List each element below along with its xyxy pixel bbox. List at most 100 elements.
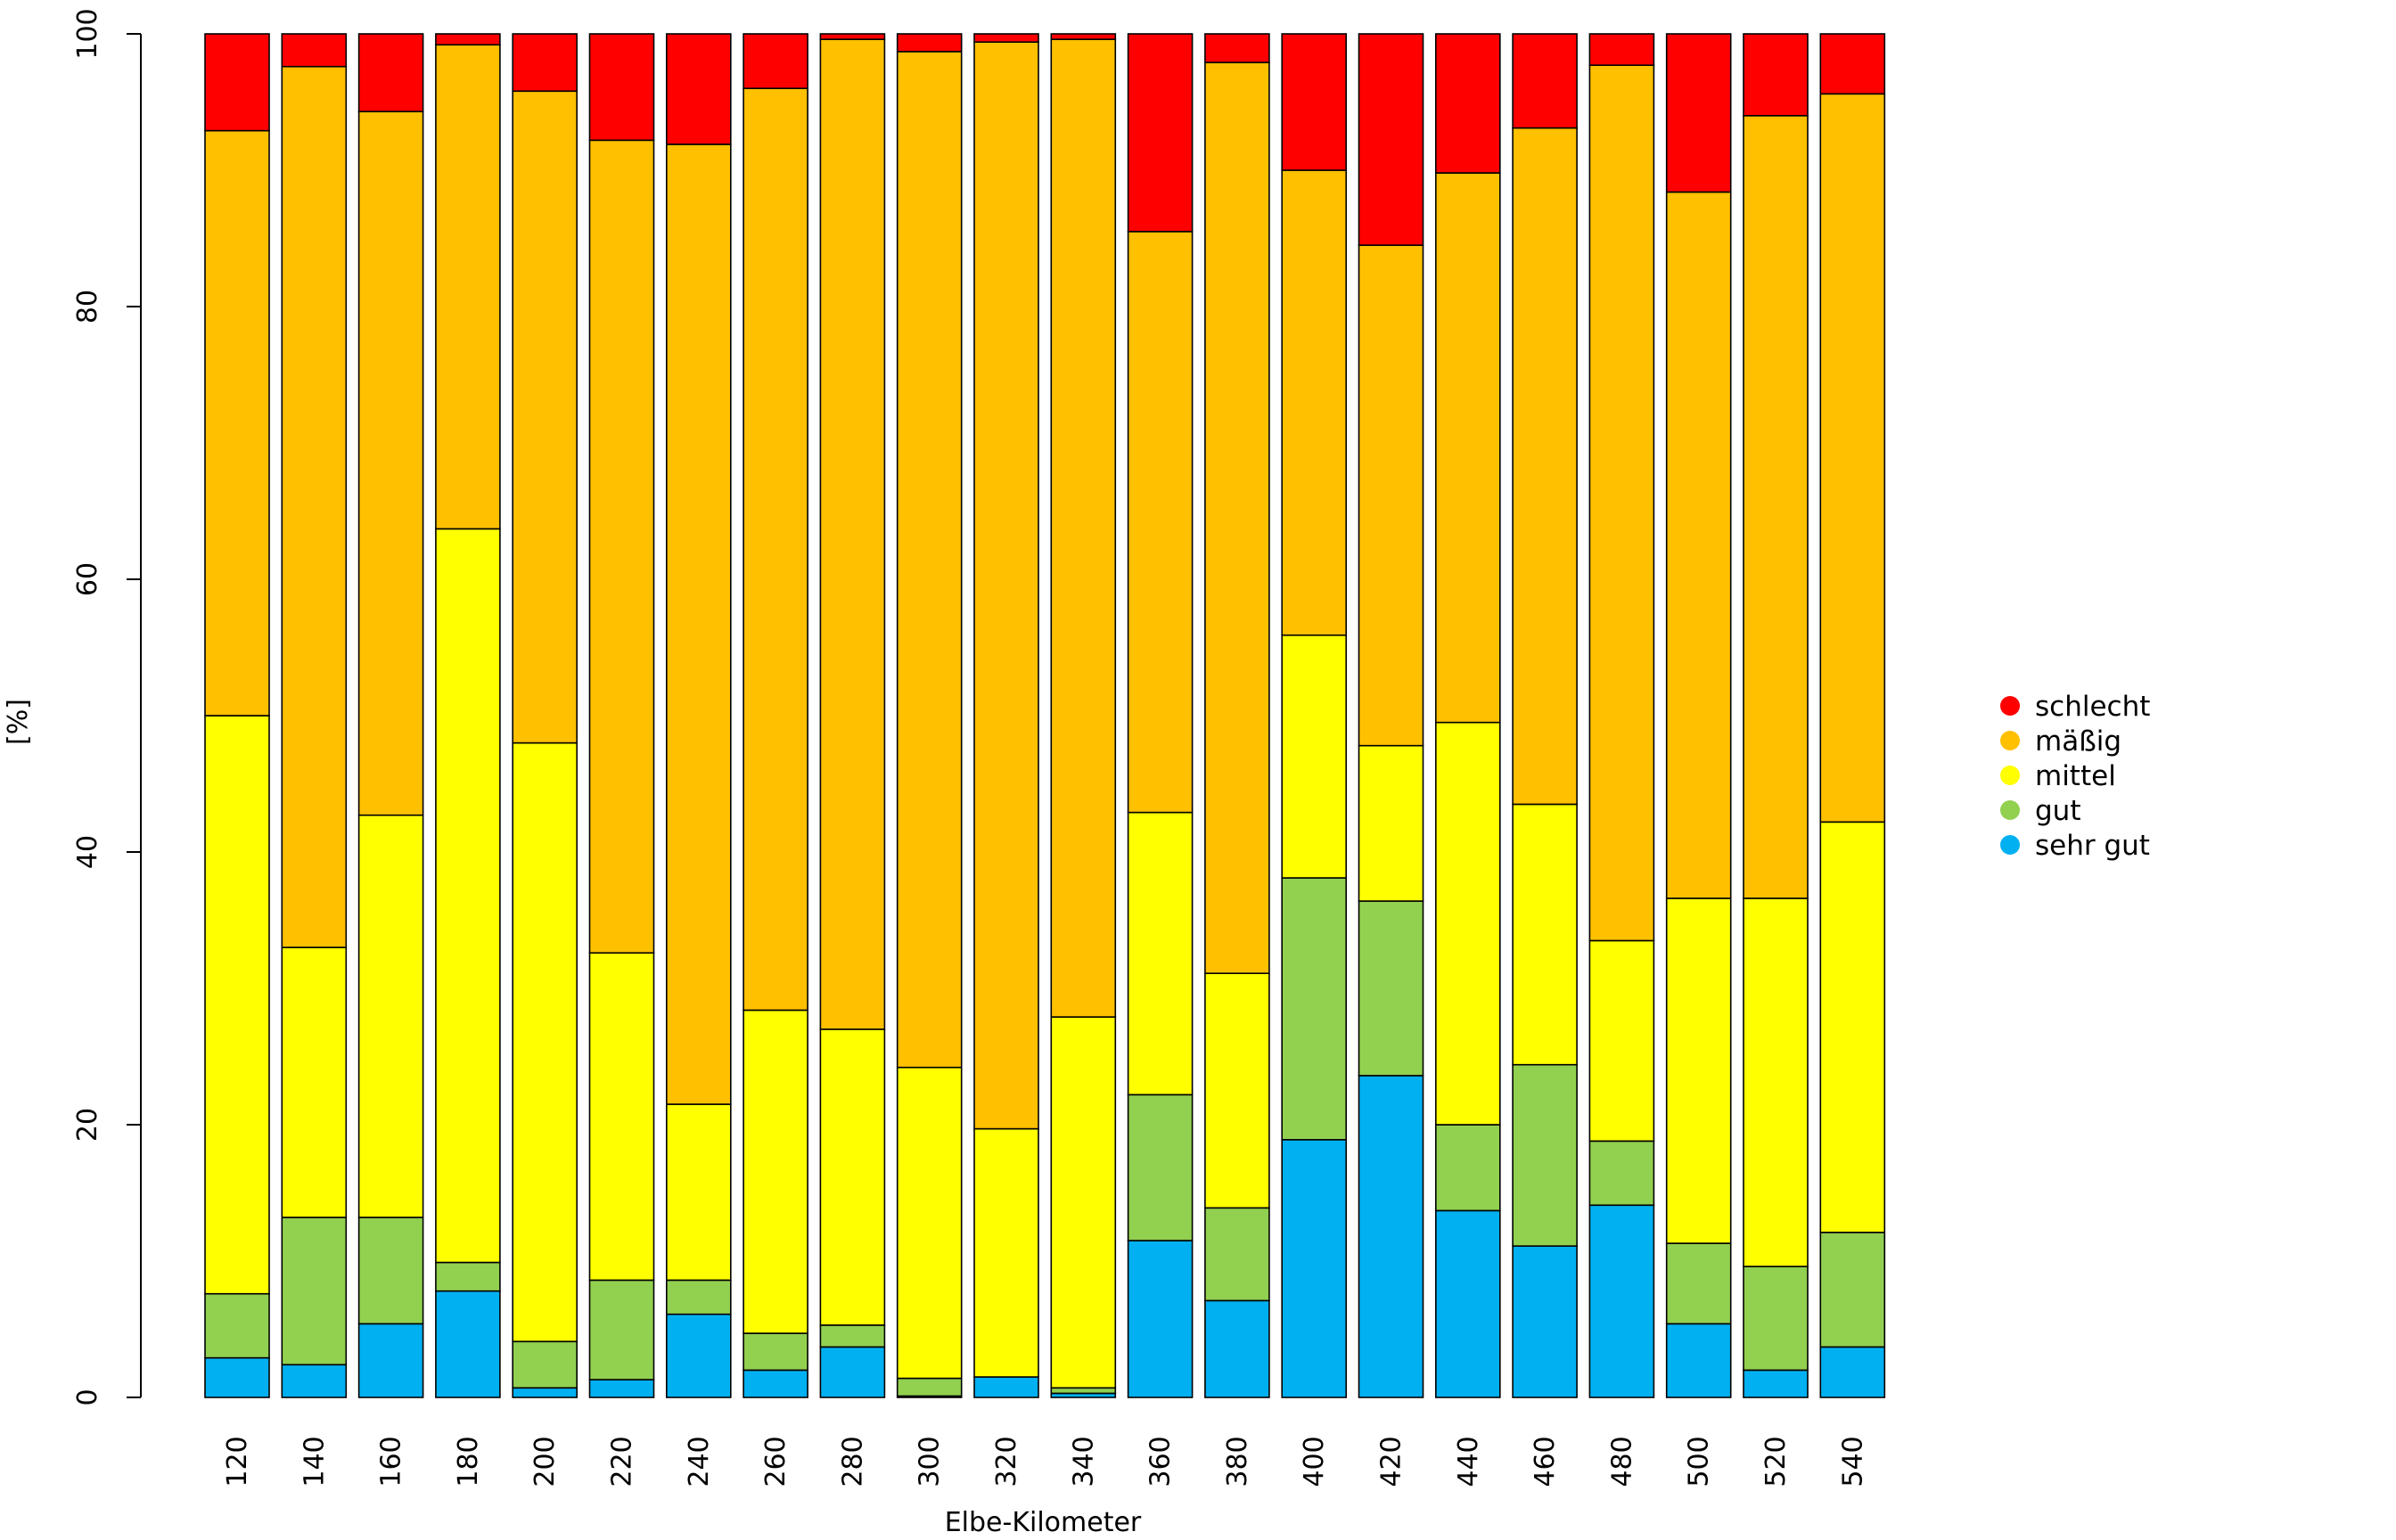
bar-segment-140-mäßig <box>281 65 348 948</box>
bar-segment-120-mittel <box>204 715 270 1295</box>
bar-segment-540-mittel <box>1819 821 1886 1233</box>
bar-segment-120-schlecht <box>204 33 270 132</box>
bar-segment-300-schlecht <box>896 33 963 53</box>
bar-segment-320-mäßig <box>973 41 1039 1130</box>
legend-label-mäßig: mäßig <box>2035 725 2121 758</box>
bar-segment-420-schlecht <box>1358 33 1424 246</box>
bar-segment-200-mäßig <box>512 90 578 744</box>
x-tick-label: 480 <box>1606 1436 1637 1487</box>
bar-segment-120-sehr-gut <box>204 1356 270 1398</box>
bars-layer <box>204 33 1886 1398</box>
bar-segment-380-mittel <box>1204 972 1270 1209</box>
bar-segment-160-mäßig <box>357 111 424 816</box>
x-tick-label: 340 <box>1068 1436 1099 1487</box>
bar-segment-220-mäßig <box>588 139 655 954</box>
bar-segment-280-mittel <box>819 1028 886 1326</box>
bar-segment-460-sehr-gut <box>1512 1245 1578 1398</box>
bar-segment-520-schlecht <box>1743 33 1809 117</box>
bar-segment-240-mäßig <box>665 143 732 1105</box>
bar-segment-160-gut <box>357 1216 424 1325</box>
legend-marker-mäßig <box>2000 731 2020 750</box>
x-axis-title: Elbe-Kilometer <box>945 1507 1142 1538</box>
legend-label-schlecht: schlecht <box>2035 691 2150 723</box>
bar-segment-200-sehr-gut <box>512 1387 578 1398</box>
x-tick-label: 360 <box>1145 1436 1177 1487</box>
bar-segment-320-schlecht <box>973 33 1039 43</box>
bar-segment-500-mittel <box>1665 897 1732 1244</box>
bar-segment-460-schlecht <box>1512 33 1578 129</box>
bar-segment-440-sehr-gut <box>1435 1209 1501 1398</box>
bar-segment-280-gut <box>819 1324 886 1348</box>
bar-segment-540-sehr-gut <box>1819 1346 1886 1398</box>
bar-segment-460-mäßig <box>1512 127 1578 806</box>
bar-segment-540-mäßig <box>1819 93 1886 823</box>
bar-segment-500-gut <box>1665 1242 1732 1325</box>
x-tick-label: 380 <box>1222 1436 1253 1487</box>
bar-segment-380-schlecht <box>1204 33 1270 63</box>
x-tick-label: 240 <box>684 1436 715 1487</box>
legend-marker-mittel <box>2000 766 2020 785</box>
legend-marker-schlecht <box>2000 696 2020 716</box>
bar-segment-120-gut <box>204 1292 270 1359</box>
x-tick-label: 160 <box>376 1436 407 1487</box>
bar-segment-180-sehr-gut <box>435 1290 501 1398</box>
bar-segment-140-gut <box>281 1216 348 1366</box>
bar-segment-300-mäßig <box>896 51 963 1069</box>
x-tick-label: 300 <box>915 1436 946 1487</box>
x-tick-label: 140 <box>299 1436 330 1487</box>
bar-segment-240-mittel <box>665 1103 732 1282</box>
bar-segment-380-sehr-gut <box>1204 1299 1270 1398</box>
bar-segment-360-schlecht <box>1127 33 1194 233</box>
bar-segment-140-sehr-gut <box>281 1364 348 1398</box>
bar-segment-280-schlecht <box>819 33 886 40</box>
y-axis: 0 20 40 60 80 100 <box>72 8 142 1406</box>
bar-segment-180-mäßig <box>435 44 501 530</box>
x-tick-label: 520 <box>1760 1436 1792 1487</box>
bar-segment-240-sehr-gut <box>665 1313 732 1398</box>
bar-segment-160-schlecht <box>357 33 424 113</box>
bar-segment-300-mittel <box>896 1066 963 1380</box>
bar-segment-220-gut <box>588 1279 655 1380</box>
bar-segment-460-mittel <box>1512 803 1578 1066</box>
x-tick-label: 440 <box>1453 1436 1484 1487</box>
bar-segment-440-gut <box>1435 1124 1501 1212</box>
bar-segment-500-schlecht <box>1665 33 1732 193</box>
bar-segment-220-schlecht <box>588 33 655 142</box>
x-tick-label: 180 <box>453 1436 484 1487</box>
bar-segment-520-gut <box>1743 1266 1809 1372</box>
bar-segment-520-mittel <box>1743 897 1809 1267</box>
bar-segment-340-gut <box>1050 1387 1117 1395</box>
bar-segment-480-mittel <box>1588 939 1655 1143</box>
bar-segment-420-mittel <box>1358 744 1424 902</box>
x-tick-label: 400 <box>1299 1436 1330 1487</box>
bar-segment-360-sehr-gut <box>1127 1240 1194 1398</box>
bar-segment-180-gut <box>435 1261 501 1292</box>
x-tick-label: 220 <box>607 1436 638 1487</box>
bar-segment-400-sehr-gut <box>1281 1139 1347 1398</box>
bar-segment-400-mittel <box>1281 634 1347 879</box>
y-tick-label: 20 <box>72 1108 103 1142</box>
bar-segment-360-gut <box>1127 1094 1194 1241</box>
x-axis: 120 140 160 180 200 220 240 260 280 300 320 340 360 3… <box>222 1436 1868 1487</box>
bar-segment-200-mittel <box>512 741 578 1343</box>
bar-segment-120-mäßig <box>204 129 270 717</box>
bar-segment-260-gut <box>743 1332 808 1372</box>
bar-segment-160-sehr-gut <box>357 1323 424 1398</box>
bar-segment-440-mittel <box>1435 721 1501 1126</box>
y-tick-label: 0 <box>72 1388 103 1405</box>
y-tick-label: 40 <box>72 835 103 869</box>
bar-segment-360-mittel <box>1127 811 1194 1096</box>
bar-segment-380-mäßig <box>1204 61 1270 974</box>
bar-segment-500-mäßig <box>1665 191 1732 899</box>
legend-label-sehr-gut: sehr gut <box>2035 830 2150 862</box>
bar-segment-400-mäßig <box>1281 169 1347 636</box>
bar-segment-260-schlecht <box>743 33 808 90</box>
bar-segment-140-schlecht <box>281 33 348 68</box>
bar-segment-220-sehr-gut <box>588 1379 655 1398</box>
bar-segment-480-schlecht <box>1588 33 1655 66</box>
bar-segment-280-mäßig <box>819 38 886 1030</box>
bar-segment-360-mäßig <box>1127 231 1194 814</box>
legend-marker-gut <box>2000 800 2020 820</box>
